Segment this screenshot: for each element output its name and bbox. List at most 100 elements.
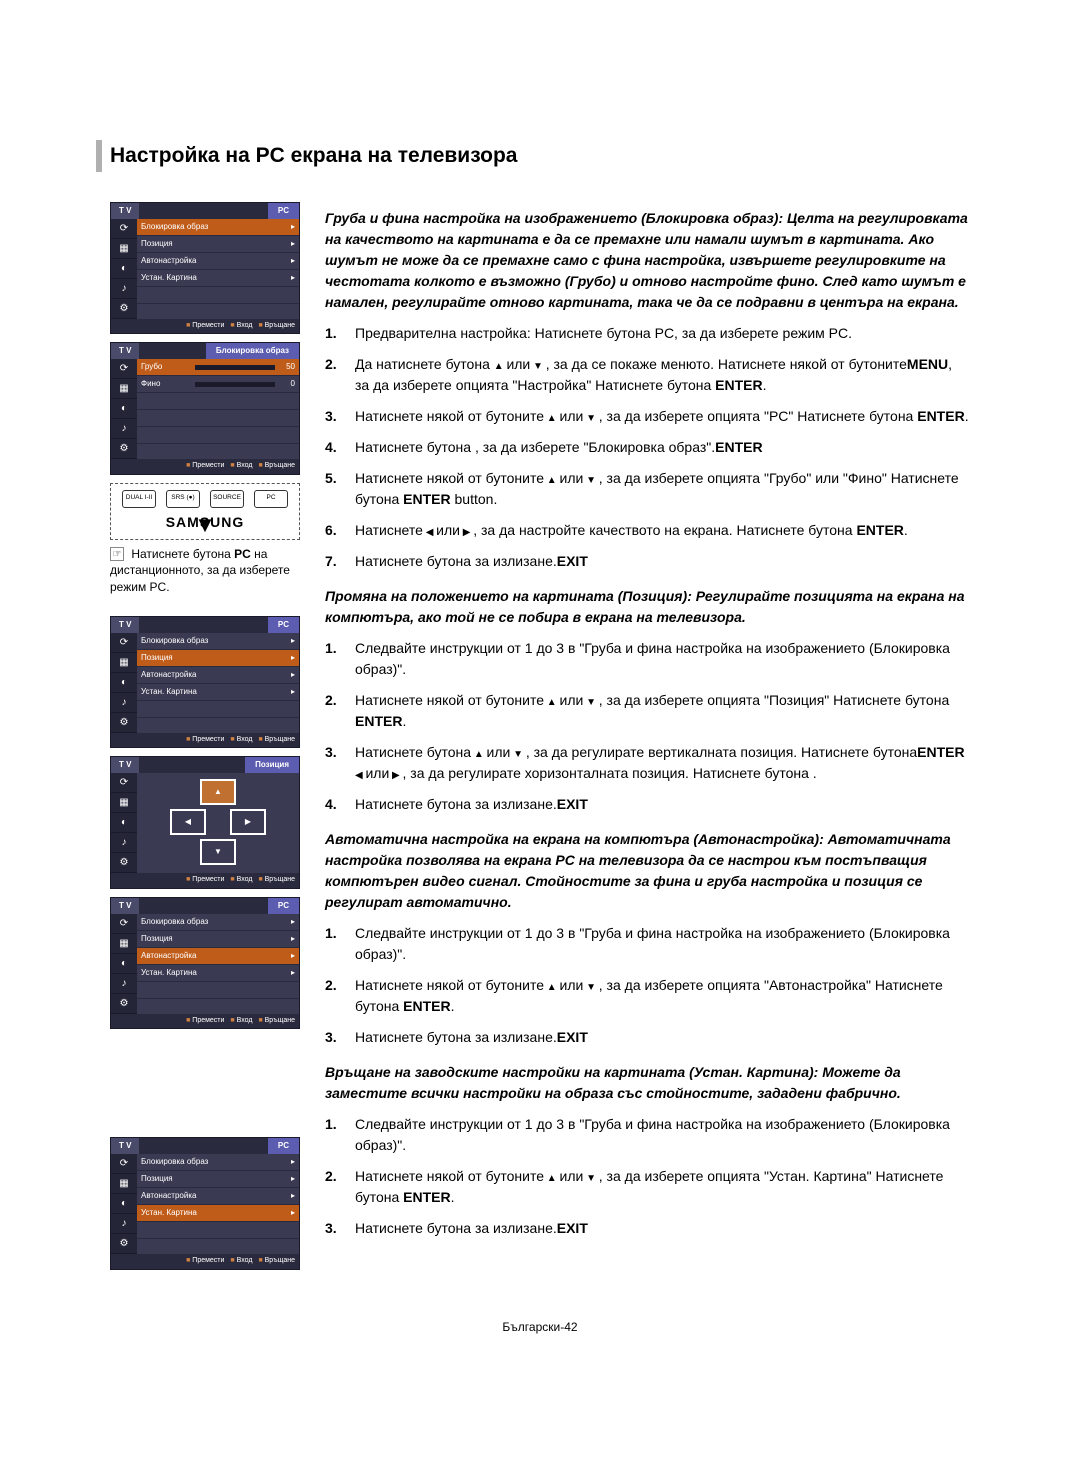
page-columns: T V PC ⟳▦◐♪⚙ Блокировка образ▸Позиция▸Ав… <box>110 202 970 1278</box>
position-right-icon: ▶ <box>230 809 266 835</box>
left-column: T V PC ⟳▦◐♪⚙ Блокировка образ▸Позиция▸Ав… <box>110 202 300 1278</box>
menu-category-icon: ♪ <box>111 974 137 994</box>
menu-item-row: Позиция▸ <box>137 931 299 948</box>
header-title: Блокировка образ <box>206 343 299 359</box>
up-arrow-icon <box>494 356 507 372</box>
menu-item-row: Блокировка образ▸ <box>137 1154 299 1171</box>
menu-category-icon: ▦ <box>111 653 137 673</box>
menu-icon-strip: ⟳▦◐♪⚙ <box>111 773 137 873</box>
chevron-right-icon: ▸ <box>291 221 295 233</box>
step-item: Натиснете бутона за излизане.EXIT <box>325 551 970 572</box>
step-item: Натиснете бутона за излизане.EXIT <box>325 1027 970 1048</box>
menu-icon-strip: ⟳▦◐♪⚙ <box>111 219 137 319</box>
section-lead-1: Груба и фина настройка на изображението … <box>325 208 970 313</box>
left-arrow-icon <box>423 522 436 538</box>
menu-category-icon: ◐ <box>111 673 137 693</box>
steps-list-4: Следвайте инструкции от 1 до 3 в "Груба … <box>325 1114 970 1239</box>
menu-category-icon: ♪ <box>111 833 137 853</box>
position-adjust-graphic: ▲ ◀ ▶ ▼ <box>137 773 299 873</box>
menu-category-icon: ⚙ <box>111 439 137 459</box>
footer-hint: Премести <box>186 321 224 332</box>
up-arrow-icon <box>471 744 486 760</box>
menu-item-label: Позиция <box>141 652 173 664</box>
menu-category-icon: ◐ <box>111 399 137 419</box>
footer-hint: Премести <box>186 735 224 746</box>
remote-button: PC <box>254 490 288 508</box>
menu-item-row: Автонастройка▸ <box>137 948 299 965</box>
chevron-right-icon: ▸ <box>291 272 295 284</box>
menu-items: Блокировка образ▸Позиция▸Автонастройка▸У… <box>137 914 299 1014</box>
menu-items: Блокировка образ▸Позиция▸Автонастройка▸У… <box>137 219 299 319</box>
pc-tab: PC <box>268 203 299 219</box>
section-lead-4: Връщане на заводските настройки на карти… <box>325 1062 970 1104</box>
step-item: Натиснете някой от бутоните или, за да и… <box>325 406 970 427</box>
tv-tab: T V <box>111 898 139 914</box>
footer-hint: Вход <box>230 1256 252 1267</box>
pc-tab: PC <box>268 898 299 914</box>
up-arrow-icon <box>544 977 559 993</box>
menu-category-icon: ◐ <box>111 1194 137 1214</box>
menu-sliders: Грубо50Фино0 <box>137 359 299 459</box>
tv-menu-screenshot-3: T V PC ⟳▦◐♪⚙ Блокировка образ▸Позиция▸Ав… <box>110 616 300 749</box>
chevron-right-icon: ▸ <box>291 933 295 945</box>
up-arrow-icon <box>544 692 559 708</box>
down-arrow-icon <box>583 470 598 486</box>
left-arrow-icon <box>355 765 365 781</box>
chevron-right-icon: ▸ <box>291 635 295 647</box>
remote-caption: ☞ Натиснете бутона PC на дистанционното,… <box>110 546 300 596</box>
menu-category-icon: ▦ <box>111 379 137 399</box>
tv-tab: T V <box>111 1138 139 1154</box>
chevron-right-icon: ▸ <box>291 950 295 962</box>
footer-hint: Премести <box>186 875 224 886</box>
footer-hint: Вход <box>230 735 252 746</box>
remote-button: SRS (●) <box>166 490 200 508</box>
menu-category-icon: ♪ <box>111 419 137 439</box>
chevron-right-icon: ▸ <box>291 1190 295 1202</box>
footer-hint: Премести <box>186 1016 224 1027</box>
chevron-right-icon: ▸ <box>291 1173 295 1185</box>
up-arrow-icon <box>544 1168 559 1184</box>
menu-category-icon: ⟳ <box>111 633 137 653</box>
menu-item-label: Автонастройка <box>141 669 196 681</box>
step-item: Натиснете някой от бутоните или, за да и… <box>325 1166 970 1208</box>
tv-menu-screenshot-4: T V Позиция ⟳▦◐♪⚙ ▲ ◀ ▶ ▼ ПреместиВходВр… <box>110 756 300 889</box>
tv-tab: T V <box>111 617 139 633</box>
menu-category-icon: ⟳ <box>111 359 137 379</box>
menu-item-label: Блокировка образ <box>141 221 208 233</box>
menu-item-label: Автонастройка <box>141 1190 196 1202</box>
menu-category-icon: ♪ <box>111 693 137 713</box>
menu-footer: ПреместиВходВръщане <box>111 1014 299 1029</box>
footer-hint: Връщане <box>258 875 295 886</box>
menu-category-icon: ⟳ <box>111 773 137 793</box>
menu-item-label: Позиция <box>141 1173 173 1185</box>
pc-tab: PC <box>268 1138 299 1154</box>
menu-footer: ПреместиВходВръщане <box>111 459 299 474</box>
down-arrow-icon <box>583 408 598 424</box>
menu-icon-strip: ⟳▦◐♪⚙ <box>111 359 137 459</box>
step-item: Предварителна настройка: Натиснете бутон… <box>325 323 970 344</box>
tv-menu-screenshot-2: T V Блокировка образ ⟳▦◐♪⚙ Грубо50Фино0 … <box>110 342 300 475</box>
menu-category-icon: ⚙ <box>111 713 137 733</box>
menu-category-icon: ⚙ <box>111 853 137 873</box>
tv-menu-screenshot-5: T V PC ⟳▦◐♪⚙ Блокировка образ▸Позиция▸Ав… <box>110 897 300 1030</box>
footer-hint: Вход <box>230 875 252 886</box>
steps-list-2: Следвайте инструкции от 1 до 3 в "Груба … <box>325 638 970 815</box>
step-item: Натиснете някой от бутоните или, за да и… <box>325 468 970 510</box>
menu-item-row: Устан. Картина▸ <box>137 1205 299 1222</box>
footer-hint: Вход <box>230 1016 252 1027</box>
footer-hint: Вход <box>230 321 252 332</box>
menu-items: Блокировка образ▸Позиция▸Автонастройка▸У… <box>137 633 299 733</box>
position-down-icon: ▼ <box>200 839 236 865</box>
step-item: Натиснете някой от бутоните или, за да и… <box>325 975 970 1017</box>
menu-item-label: Устан. Картина <box>141 272 197 284</box>
menu-item-label: Автонастройка <box>141 255 196 267</box>
menu-category-icon: ⟳ <box>111 1154 137 1174</box>
down-arrow-icon <box>530 356 545 372</box>
caption-bold: PC <box>234 547 251 561</box>
slider-row: Грубо50 <box>137 359 299 376</box>
menu-item-label: Блокировка образ <box>141 1156 208 1168</box>
menu-category-icon: ◐ <box>111 954 137 974</box>
footer-hint: Връщане <box>258 735 295 746</box>
hand-icon: ☞ <box>110 547 124 561</box>
menu-category-icon: ⚙ <box>111 1234 137 1254</box>
